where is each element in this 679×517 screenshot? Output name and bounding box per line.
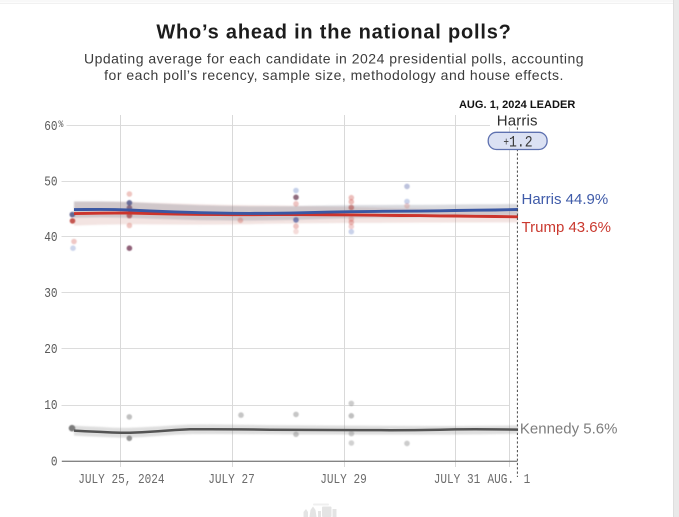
svg-text:10: 10 — [44, 398, 57, 413]
svg-text:JULY 25, 2024: JULY 25, 2024 — [78, 472, 164, 487]
svg-text:0: 0 — [51, 455, 58, 470]
svg-text:60: 60 — [44, 119, 57, 134]
svg-text:JULY 27: JULY 27 — [208, 472, 254, 487]
svg-text:+1.2: +1.2 — [503, 135, 532, 152]
svg-text:Harris: Harris — [497, 113, 538, 130]
svg-text:40: 40 — [44, 230, 57, 245]
svg-text:AUG. 1, 2024 LEADER: AUG. 1, 2024 LEADER — [459, 99, 576, 111]
svg-text:50: 50 — [44, 174, 57, 189]
svg-text:Kennedy 5.6%: Kennedy 5.6% — [520, 420, 618, 437]
svg-text:30: 30 — [44, 286, 57, 301]
svg-text:Who’s ahead in the national po: Who’s ahead in the national polls? — [156, 21, 511, 43]
svg-text:Harris 44.9%: Harris 44.9% — [522, 191, 609, 208]
svg-text:Trump 43.6%: Trump 43.6% — [522, 219, 611, 236]
svg-text:1: 1 — [524, 472, 531, 487]
svg-text:20: 20 — [44, 342, 57, 357]
svg-text:JULY 29: JULY 29 — [320, 472, 366, 487]
svg-text:for each poll’s recency, sampl: for each poll’s recency, sample size, me… — [104, 67, 564, 83]
svg-text:AUG.: AUG. — [487, 472, 514, 487]
svg-text:JULY 31: JULY 31 — [434, 472, 480, 487]
svg-text:%: % — [58, 118, 63, 130]
svg-text:Updating average for each cand: Updating average for each candidate in 2… — [84, 50, 584, 66]
